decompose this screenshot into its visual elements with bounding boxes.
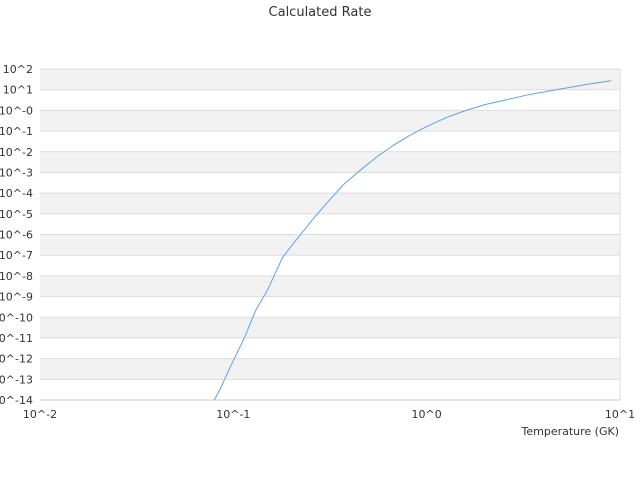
y-tick-label: 10^-1 — [0, 125, 33, 138]
grid-band — [40, 110, 620, 132]
grid-band — [40, 193, 620, 214]
y-tick-label: 10^-2 — [0, 146, 33, 159]
series-group — [213, 80, 612, 401]
y-tick-label: 10^1 — [3, 84, 33, 97]
y-tick-label: 10^-4 — [0, 187, 33, 200]
y-tick-label: 10^-12 — [0, 353, 33, 366]
series-line — [213, 80, 612, 401]
x-axis-label: Temperature (GK) — [521, 425, 620, 438]
grid-band — [40, 358, 620, 380]
y-tick-label: 10^-6 — [0, 229, 33, 242]
grid-bands — [40, 69, 620, 380]
y-tick-label: 10^-14 — [0, 394, 33, 407]
grid-band — [40, 151, 620, 173]
y-tick-label: 10^-11 — [0, 332, 33, 345]
y-tick-label: 10^-3 — [0, 166, 33, 179]
y-tick-label: 10^-5 — [0, 208, 33, 221]
grid-band — [40, 275, 620, 297]
y-tick-label: 10^-8 — [0, 270, 33, 283]
x-tick-label: 10^0 — [412, 408, 442, 421]
y-tick-label: 10^-13 — [0, 373, 33, 386]
x-tick-label: 10^1 — [605, 408, 635, 421]
y-tick-label: 10^2 — [3, 63, 33, 76]
chart-title: Calculated Rate — [269, 5, 372, 20]
x-tick-labels: 10^-2 10^-1 10^0 10^1 — [23, 408, 635, 421]
y-tick-label: 10^-10 — [0, 311, 33, 324]
grid-band — [40, 234, 620, 256]
y-tick-label: 10^-9 — [0, 291, 33, 304]
x-tick-label: 10^-1 — [216, 408, 250, 421]
x-tick-label: 10^-2 — [23, 408, 57, 421]
y-tick-labels: 10^2 10^1 10^-0 10^-1 10^-2 10^-3 10^-4 10^-5 10… — [0, 63, 33, 407]
y-tick-label: 10^-7 — [0, 249, 33, 262]
grid-band — [40, 69, 620, 90]
grid-band — [40, 317, 620, 338]
y-tick-label: 10^-0 — [0, 104, 33, 117]
